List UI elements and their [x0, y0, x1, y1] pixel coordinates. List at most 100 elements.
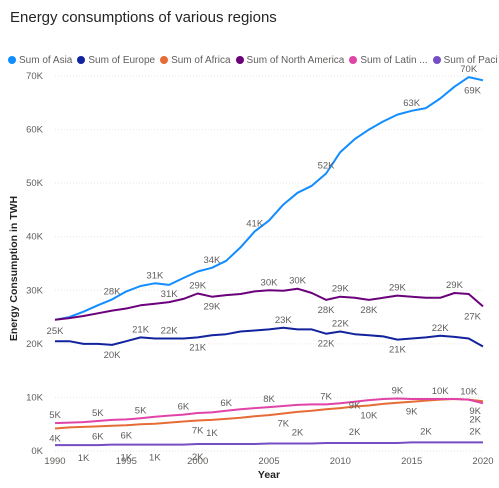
data-label: 31K: [161, 289, 179, 300]
legend-dot-icon: [432, 56, 441, 64]
data-label: 22K: [318, 339, 336, 350]
data-label: 23K: [275, 315, 293, 326]
data-label: 29K: [446, 280, 464, 291]
legend-item-2[interactable]: Sum of Africa: [160, 54, 231, 66]
series-line-4: [54, 397, 484, 425]
data-label: 22K: [432, 323, 450, 334]
legend-item-4[interactable]: Sum of Latin ...: [349, 54, 428, 66]
data-label: 1K: [121, 453, 133, 464]
legend-label: Sum of Africa: [171, 54, 231, 66]
data-label: 2K: [192, 452, 204, 463]
data-label: 8K: [263, 394, 275, 405]
y-axis-title: Energy Consumption in TWH: [8, 196, 20, 341]
data-label: 20K: [104, 350, 122, 361]
y-tick-label: 50K: [26, 178, 44, 189]
legend-label: Sum of Asia: [19, 54, 73, 66]
data-label: 27K: [464, 311, 482, 322]
data-label: 9K: [469, 406, 481, 417]
legend-label: Sum of Pacific: [443, 54, 498, 66]
data-label: 9K: [392, 386, 404, 397]
legend-dot-icon: [349, 56, 358, 64]
series-line-3: [54, 287, 484, 321]
data-label: 29K: [203, 302, 221, 313]
data-label: 2K: [349, 427, 361, 438]
data-label: 21K: [189, 342, 207, 353]
series-line-5: [55, 441, 483, 447]
data-label: 4K: [49, 434, 61, 445]
legend-dot-icon: [235, 56, 244, 64]
data-label: 7K: [192, 425, 204, 436]
x-tick-label: 2000: [187, 456, 208, 467]
data-label: 21K: [389, 345, 407, 356]
y-tick-label: 10K: [26, 392, 44, 403]
data-label: 7K: [277, 419, 289, 430]
legend-item-0[interactable]: Sum of Asia: [8, 55, 72, 66]
data-label: 30K: [289, 276, 307, 287]
y-tick-label: 60K: [26, 125, 44, 136]
legend-dot-icon: [160, 56, 169, 64]
series-line-2: [54, 398, 484, 430]
data-label: 6K: [220, 398, 232, 409]
data-label: 29K: [389, 283, 407, 294]
data-label: 29K: [332, 284, 350, 295]
data-label: 1K: [206, 428, 218, 439]
data-label: 31K: [146, 270, 164, 281]
data-label: 6K: [92, 431, 104, 442]
data-label: 52K: [318, 161, 336, 172]
data-label: 34K: [203, 255, 221, 266]
chart-legend: Sum of Asia Sum of Europe Sum of Africa Sum…: [8, 53, 498, 67]
data-label: 41K: [246, 218, 264, 229]
legend-dot-icon: [77, 56, 86, 64]
data-label: 28K: [104, 286, 122, 297]
y-tick-label: 40K: [26, 232, 44, 243]
data-label: 7K: [320, 391, 332, 402]
y-tick-label: 70K: [26, 71, 44, 82]
data-label: 69K: [464, 85, 482, 96]
data-label: 22K: [332, 319, 350, 330]
data-label: 22K: [161, 326, 179, 337]
data-label: 5K: [49, 410, 61, 421]
data-label: 30K: [261, 277, 279, 288]
data-label: 63K: [403, 98, 421, 109]
data-label: 5K: [135, 405, 147, 416]
data-label: 21K: [132, 324, 150, 335]
data-label: 6K: [121, 430, 133, 441]
y-tick-label: 20K: [26, 339, 44, 350]
series-line-0: [54, 76, 484, 321]
x-tick-label: 2020: [472, 456, 493, 467]
data-label: 10K: [360, 410, 378, 421]
x-tick-label: 1995: [116, 456, 137, 467]
data-label: 6K: [178, 402, 190, 413]
legend-item-3[interactable]: Sum of North America: [235, 54, 345, 66]
data-label: 1K: [78, 453, 90, 464]
data-label: 28K: [318, 305, 336, 316]
data-label: 5K: [92, 408, 104, 419]
x-tick-label: 1990: [44, 456, 65, 467]
legend-dot-icon: [8, 56, 16, 64]
data-label: 70K: [460, 64, 478, 75]
data-label: 2K: [292, 428, 304, 439]
legend-label: Sum of North America: [246, 54, 345, 66]
legend-label: Sum of Latin ...: [360, 54, 428, 66]
data-label: 25K: [47, 326, 65, 337]
x-tick-label: 2015: [401, 456, 422, 467]
legend-item-5[interactable]: Sum of Pacific: [432, 54, 498, 66]
series-line-1: [55, 326, 484, 348]
y-tick-label: 0K: [31, 446, 43, 457]
data-label: 2K: [469, 426, 481, 437]
data-label: 9K: [406, 407, 418, 418]
data-label: 28K: [360, 305, 378, 316]
data-label: 10K: [432, 386, 450, 397]
chart-title: Energy consumptions of various regions: [10, 9, 277, 26]
data-label: 1K: [149, 453, 161, 464]
x-axis-title: Year: [258, 469, 280, 481]
legend-label: Sum of Europe: [88, 54, 156, 66]
legend-item-1[interactable]: Sum of Europe: [77, 55, 155, 66]
data-label: 9K: [349, 401, 361, 412]
y-tick-label: 30K: [26, 285, 44, 296]
data-label: 2K: [420, 426, 432, 437]
data-label: 2K: [469, 414, 481, 425]
data-label: 29K: [189, 281, 207, 292]
